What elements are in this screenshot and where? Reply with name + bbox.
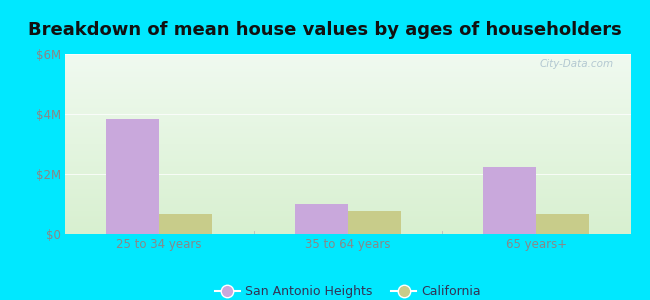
Bar bbox=[159, 214, 212, 234]
Legend: San Antonio Heights, California: San Antonio Heights, California bbox=[210, 280, 486, 300]
Text: City-Data.com: City-Data.com bbox=[540, 59, 614, 69]
Bar bbox=[484, 167, 536, 234]
Bar bbox=[536, 214, 589, 234]
Bar bbox=[107, 118, 159, 234]
Bar bbox=[348, 211, 400, 234]
Bar bbox=[295, 204, 348, 234]
Text: Breakdown of mean house values by ages of householders: Breakdown of mean house values by ages o… bbox=[28, 21, 622, 39]
